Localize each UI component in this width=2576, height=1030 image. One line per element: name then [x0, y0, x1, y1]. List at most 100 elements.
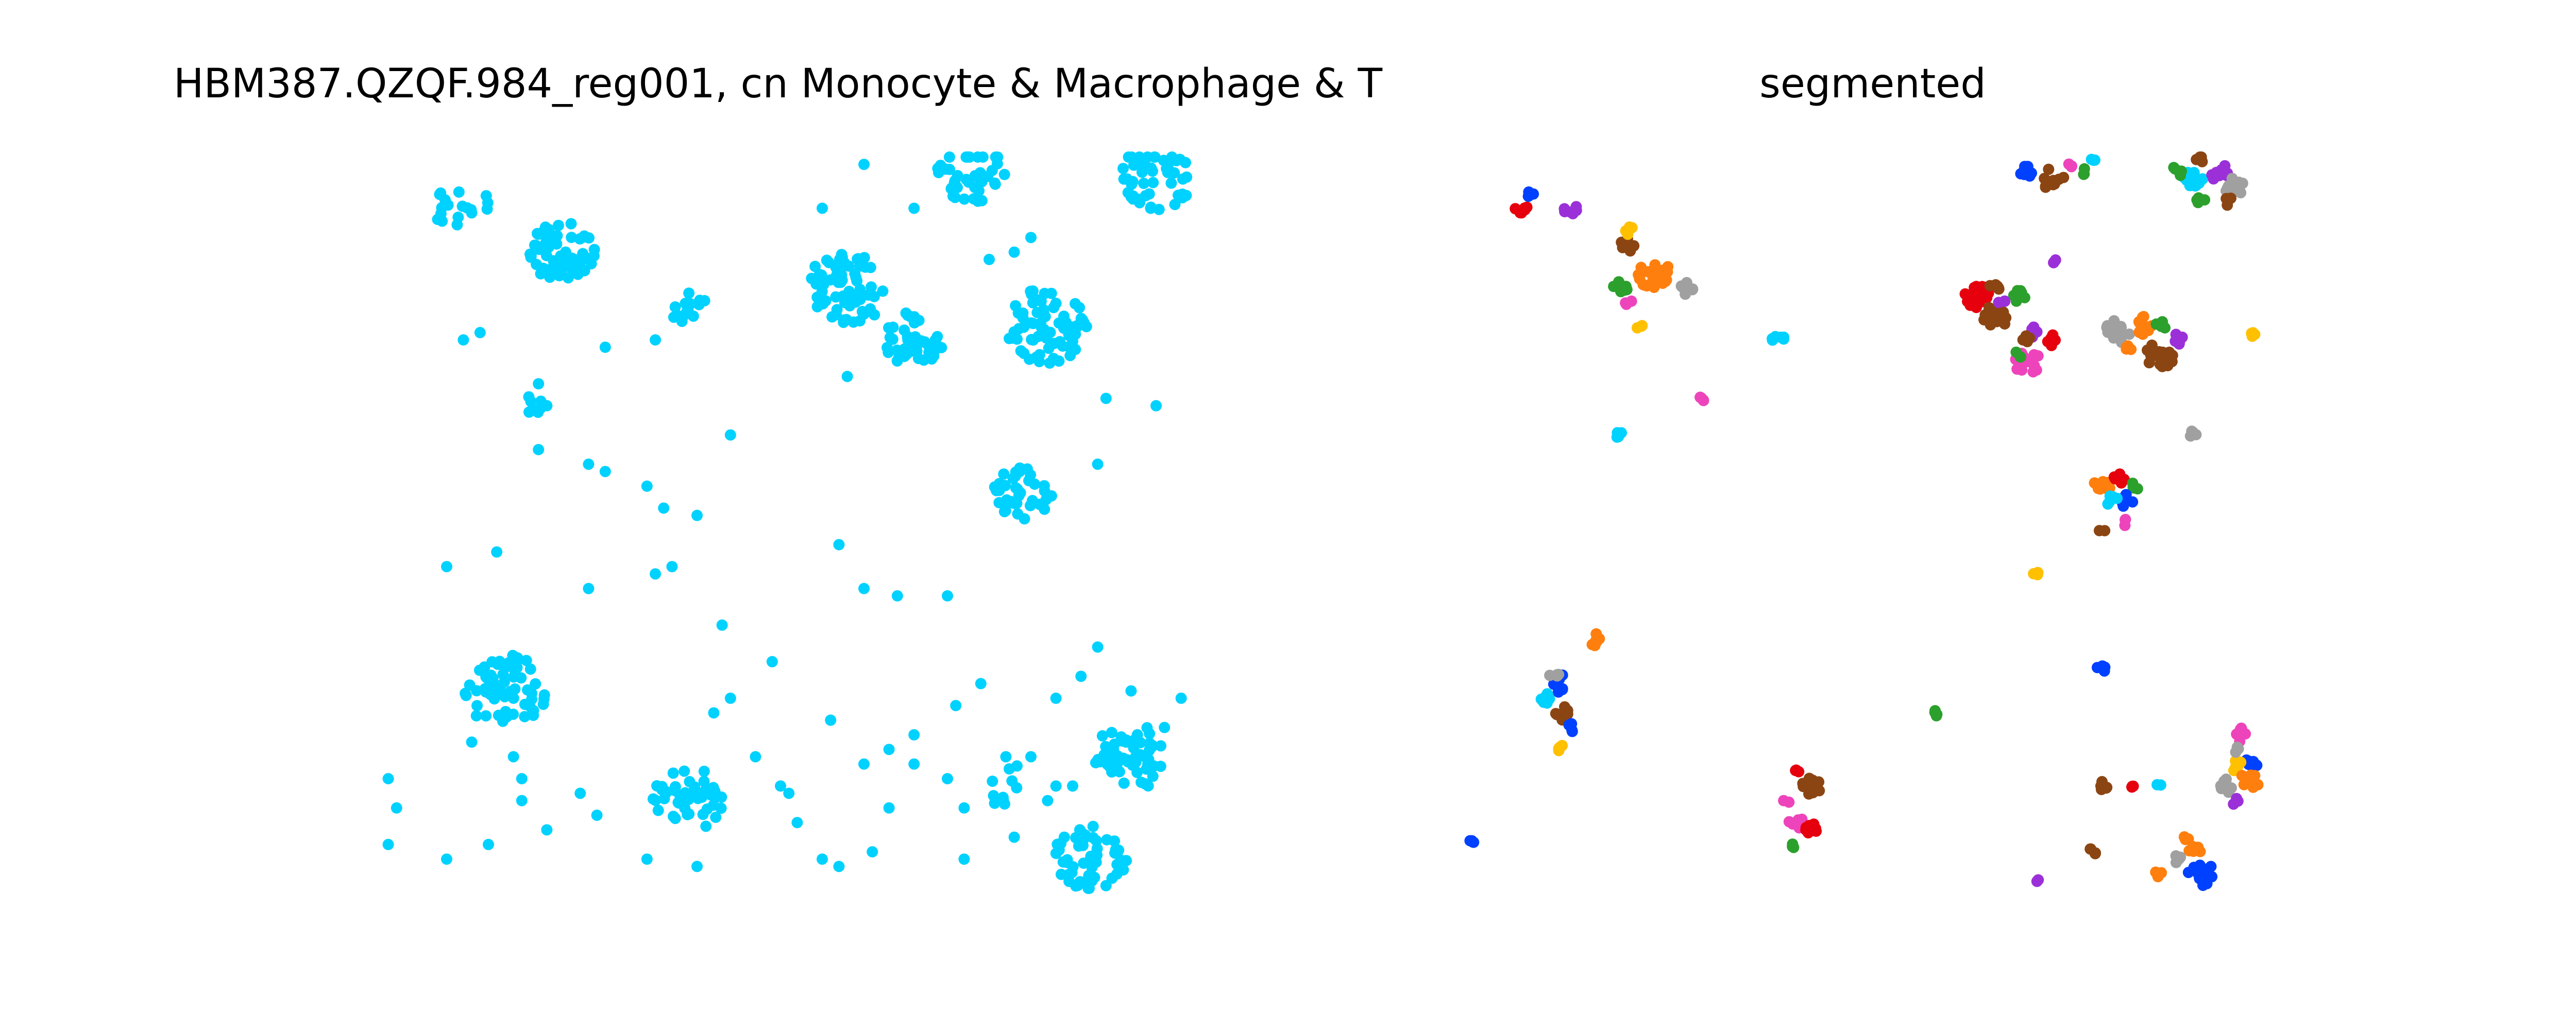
cell-point	[1143, 188, 1155, 200]
cell-point	[698, 765, 710, 777]
cell-point	[830, 309, 842, 320]
cell-point	[831, 269, 843, 281]
segment-point	[2078, 163, 2090, 175]
cell-point	[441, 561, 452, 573]
segment-point	[2182, 867, 2194, 879]
cell-point	[817, 853, 828, 865]
cell-point	[858, 582, 870, 594]
cell-point	[453, 186, 465, 198]
cell-point	[883, 744, 895, 756]
cell-point	[1025, 317, 1037, 329]
segment-point	[1993, 283, 2005, 295]
cell-point	[456, 200, 468, 212]
cell-point	[1013, 323, 1025, 335]
cell-point	[1165, 177, 1177, 189]
cell-point	[943, 151, 955, 163]
cell-point	[912, 353, 924, 365]
cell-point	[899, 324, 910, 336]
cell-point	[533, 444, 545, 455]
cell-point	[1013, 465, 1025, 477]
cell-point	[724, 692, 736, 704]
segment-point	[2215, 780, 2227, 792]
cell-point	[578, 253, 590, 265]
cell-point	[891, 590, 903, 602]
cell-point	[833, 539, 845, 551]
cell-point	[500, 706, 512, 717]
cell-point	[516, 795, 528, 806]
segment-point	[2121, 341, 2132, 353]
cell-point	[465, 204, 477, 216]
segment-point	[1662, 261, 1674, 272]
segment-point	[2133, 327, 2145, 338]
segment-point	[2228, 798, 2240, 810]
cell-point	[1067, 335, 1078, 347]
segment-point	[2231, 728, 2243, 740]
cell-point	[766, 656, 778, 667]
cell-point	[858, 758, 870, 770]
segment-point	[1541, 697, 1553, 709]
segment-point	[2032, 874, 2044, 886]
cell-point	[833, 861, 845, 872]
cell-point	[783, 787, 795, 799]
cell-point	[791, 817, 803, 829]
segment-point	[2197, 880, 2209, 891]
cell-point	[656, 784, 668, 796]
segment-point	[2137, 311, 2148, 323]
cell-point	[552, 219, 564, 231]
cell-point	[491, 546, 503, 558]
segment-point	[1971, 302, 1982, 313]
cell-point	[481, 203, 493, 215]
segment-point	[1788, 842, 1800, 853]
cell-point	[1042, 795, 1054, 806]
cell-point	[841, 371, 853, 382]
cell-point	[1074, 302, 1085, 314]
cell-point	[911, 336, 923, 348]
cell-point	[1074, 824, 1086, 836]
cell-point	[1061, 856, 1073, 868]
cell-point	[1010, 300, 1022, 312]
cell-point	[382, 838, 394, 850]
cell-point	[1106, 727, 1117, 739]
cell-point	[669, 813, 681, 825]
cell-point	[1064, 350, 1076, 362]
cell-point	[823, 256, 835, 268]
segment-point	[2124, 328, 2135, 340]
segment-point	[2168, 162, 2180, 174]
cell-point	[716, 619, 728, 631]
cell-point	[553, 270, 565, 282]
cell-point	[882, 341, 893, 353]
cell-point	[1159, 722, 1171, 733]
cell-point	[867, 846, 878, 857]
segment-point	[2166, 356, 2178, 368]
cell-point	[935, 160, 946, 171]
cell-point	[942, 773, 953, 784]
cell-point	[989, 177, 1001, 189]
cell-point	[1043, 342, 1055, 354]
cell-point	[1000, 751, 1012, 763]
cell-point	[669, 781, 681, 793]
segment-point	[2170, 329, 2182, 340]
cell-point	[515, 672, 527, 684]
cell-point	[1129, 734, 1141, 746]
cell-point	[683, 287, 695, 299]
cell-point	[545, 263, 556, 275]
cell-point	[479, 661, 490, 673]
cell-point	[899, 343, 910, 355]
segment-point	[2188, 167, 2200, 179]
cell-point	[480, 671, 492, 683]
cell-point	[579, 230, 590, 242]
segment-point	[1553, 743, 1565, 754]
segment-point	[2120, 514, 2131, 526]
cell-point	[987, 776, 998, 787]
cell-point	[483, 838, 494, 850]
cell-point	[958, 802, 970, 814]
segment-point	[1616, 236, 1628, 248]
cell-point	[509, 683, 521, 695]
cell-point	[908, 758, 920, 770]
segment-point	[2063, 158, 2075, 170]
cell-point	[492, 659, 504, 670]
cell-point	[1111, 848, 1123, 860]
cell-point	[1090, 757, 1101, 768]
cell-point	[1075, 671, 1087, 682]
segment-point	[2120, 489, 2131, 501]
